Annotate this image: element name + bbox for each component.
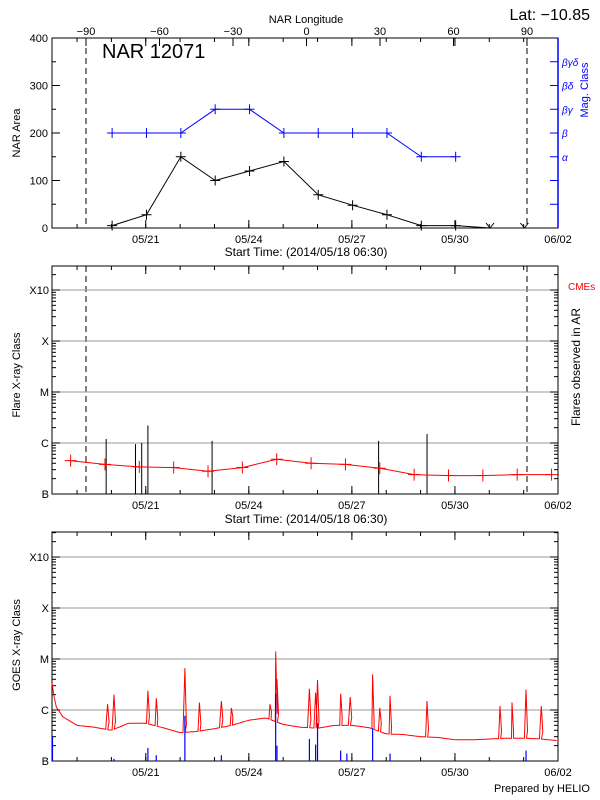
mag-class-point (313, 128, 324, 138)
longitude-axis-title: NAR Longitude (269, 14, 344, 26)
y-tick-label: M (40, 654, 49, 666)
mag-class-point (416, 151, 427, 162)
mag-class-point (278, 128, 289, 138)
x-tick-label: 05/30 (441, 500, 469, 512)
mag-class-tick-label: βγδ (561, 58, 579, 69)
mag-class-point (450, 151, 461, 162)
mag-class-point (107, 128, 118, 138)
x-tick-label: 05/30 (441, 767, 469, 779)
x-tick-label: 05/24 (235, 500, 263, 512)
x-tick-label: 05/24 (235, 767, 263, 779)
x-tick-label: 05/27 (338, 234, 366, 246)
nar-area-point (381, 209, 392, 220)
x-tick-label: 05/21 (132, 234, 160, 246)
nar-area-point (175, 151, 186, 162)
x-tick-label: 05/24 (235, 234, 263, 246)
y-tick-label: B (42, 756, 49, 768)
nar-area-point (485, 222, 495, 229)
cme-point (408, 468, 421, 481)
mag-class-tick-label: βδ (561, 82, 574, 93)
cme-point (98, 458, 111, 471)
y-tick-label: 100 (30, 176, 48, 188)
panel1-ylabel: NAR Area (11, 108, 23, 158)
mag-class-point (381, 128, 392, 138)
nar-area-point (313, 189, 324, 200)
mag-class-tick-label: β (561, 129, 568, 140)
y-tick-label: C (41, 438, 49, 450)
cme-point (270, 453, 283, 466)
cme-point (64, 454, 77, 467)
x-tick-label: 05/21 (132, 767, 160, 779)
nar-area-point (244, 166, 255, 176)
cme-point (442, 469, 455, 482)
y-tick-label: X10 (29, 285, 49, 297)
nar-area-point (347, 200, 358, 211)
nar-area-point (519, 222, 529, 229)
panel2-frame (51, 265, 559, 495)
lon-tick-label: 0 (303, 26, 309, 38)
cme-point (373, 462, 386, 475)
panel2-ylabel: Flare X-ray Class (11, 332, 23, 417)
lon-tick-label: 60 (447, 26, 459, 38)
x-tick-label: 06/02 (544, 767, 572, 779)
panel2-xlabel: Start Time: (2014/05/18 06:30) (225, 512, 388, 526)
cme-point (511, 468, 524, 481)
lon-tick-label: −60 (150, 26, 169, 38)
cme-point (236, 461, 249, 474)
y-tick-label: 0 (42, 223, 48, 235)
x-tick-label: 06/02 (544, 500, 572, 512)
y-tick-label: 400 (30, 33, 48, 45)
panel1-y2label: Mag. Class (579, 62, 591, 118)
region-label: NAR 12071 (102, 41, 205, 63)
prepared-by: Prepared by HELIO (494, 783, 590, 795)
panel3-frame (51, 531, 559, 762)
y-tick-label: M (40, 387, 49, 399)
y-tick-label: 200 (30, 128, 48, 140)
panel1-xlabel: Start Time: (2014/05/18 06:30) (225, 245, 388, 259)
nar-area-point (107, 220, 118, 231)
lat-label: Lat: −10.85 (509, 7, 590, 24)
lon-tick-label: −90 (77, 26, 96, 38)
x-tick-label: 05/27 (338, 500, 366, 512)
mag-class-tick-label: α (562, 153, 568, 164)
y-tick-label: X (42, 336, 50, 348)
cme-point (339, 458, 352, 471)
nar-area-point (416, 220, 427, 231)
lon-tick-label: −30 (224, 26, 243, 38)
nar-area-point (210, 175, 221, 186)
y-tick-label: C (41, 705, 49, 717)
nar-area-point (450, 220, 461, 231)
goes-long-channel-line (51, 651, 557, 742)
lon-tick-label: 30 (374, 26, 386, 38)
cme-point (133, 460, 146, 473)
mag-class-point (141, 128, 152, 138)
y-tick-label: B (42, 489, 49, 501)
mag-class-tick-label: βγ (561, 105, 574, 116)
cme-point (545, 468, 558, 481)
cme-point (305, 457, 318, 470)
x-tick-label: 05/21 (132, 500, 160, 512)
x-tick-label: 05/30 (441, 234, 469, 246)
nar-area-point (141, 209, 152, 220)
mag-class-point (347, 128, 358, 138)
y-tick-label: 300 (30, 81, 48, 93)
panel3-ylabel: GOES X-ray Class (11, 599, 23, 691)
cme-point (476, 469, 489, 482)
mag-class-point (175, 128, 186, 138)
cme-point (167, 461, 180, 474)
x-tick-label: 05/27 (338, 767, 366, 779)
y-tick-label: X10 (29, 552, 49, 564)
mag-class-point (244, 104, 255, 115)
mag-class-point (210, 104, 221, 115)
nar-area-point (278, 156, 289, 167)
x-tick-label: 06/02 (544, 234, 572, 246)
cme-point (202, 465, 215, 478)
panel2-y2label: Flares observed in AR (569, 308, 583, 426)
y-tick-label: X (42, 603, 50, 615)
cme-legend: CMEs (568, 282, 595, 293)
lon-tick-label: 90 (521, 26, 533, 38)
